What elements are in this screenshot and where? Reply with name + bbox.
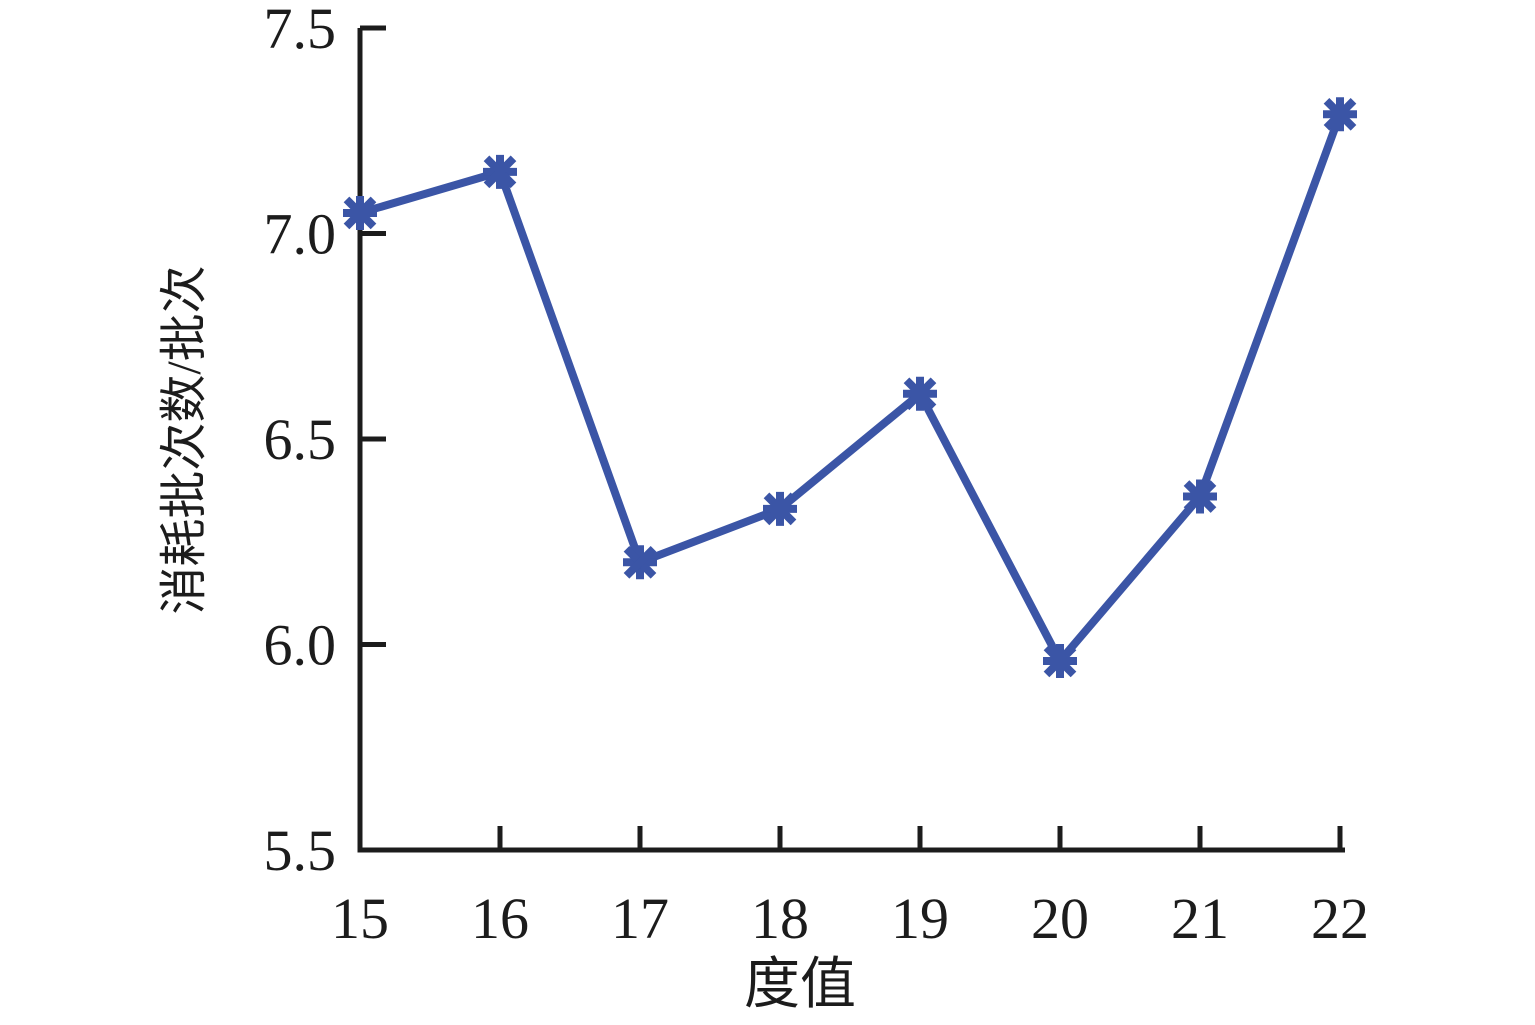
x-tick-label: 21 [1171, 886, 1229, 951]
x-axis-title: 度值 [744, 954, 856, 1016]
x-tick-label: 16 [471, 886, 529, 951]
data-point-marker [483, 154, 517, 189]
axis-lines [357, 28, 1345, 853]
x-tick-label: 22 [1311, 886, 1369, 951]
x-tick-label: 20 [1031, 886, 1089, 951]
y-axis-title: 消耗批次数/批次 [158, 265, 211, 614]
y-tick-label: 7.5 [264, 0, 337, 61]
data-point-marker [1323, 97, 1357, 132]
marker-arm [623, 545, 657, 579]
data-point-marker [343, 195, 377, 230]
marker-arm [343, 196, 377, 230]
data-point-marker [763, 491, 797, 526]
marker-arm [1183, 480, 1217, 513]
y-tick-label: 6.0 [264, 613, 337, 678]
data-point-marker [623, 545, 657, 580]
y-tick-label: 6.5 [264, 407, 337, 472]
x-tick-label: 18 [751, 886, 809, 951]
y-tick-label: 7.0 [264, 202, 337, 267]
line-series [358, 112, 1344, 669]
marker-arm [1323, 97, 1357, 131]
x-tick-label: 19 [891, 886, 949, 951]
marker-arm [1043, 644, 1077, 678]
x-tick-label: 15 [331, 886, 389, 951]
data-point-marker [903, 376, 937, 411]
marker-arm [483, 155, 517, 189]
data-point-marker [1043, 643, 1077, 678]
marker-arm [903, 377, 937, 411]
marker-arm [763, 492, 797, 526]
data-point-marker [1183, 479, 1217, 514]
x-tick-label: 17 [611, 886, 669, 951]
y-tick-label: 5.5 [264, 818, 337, 883]
